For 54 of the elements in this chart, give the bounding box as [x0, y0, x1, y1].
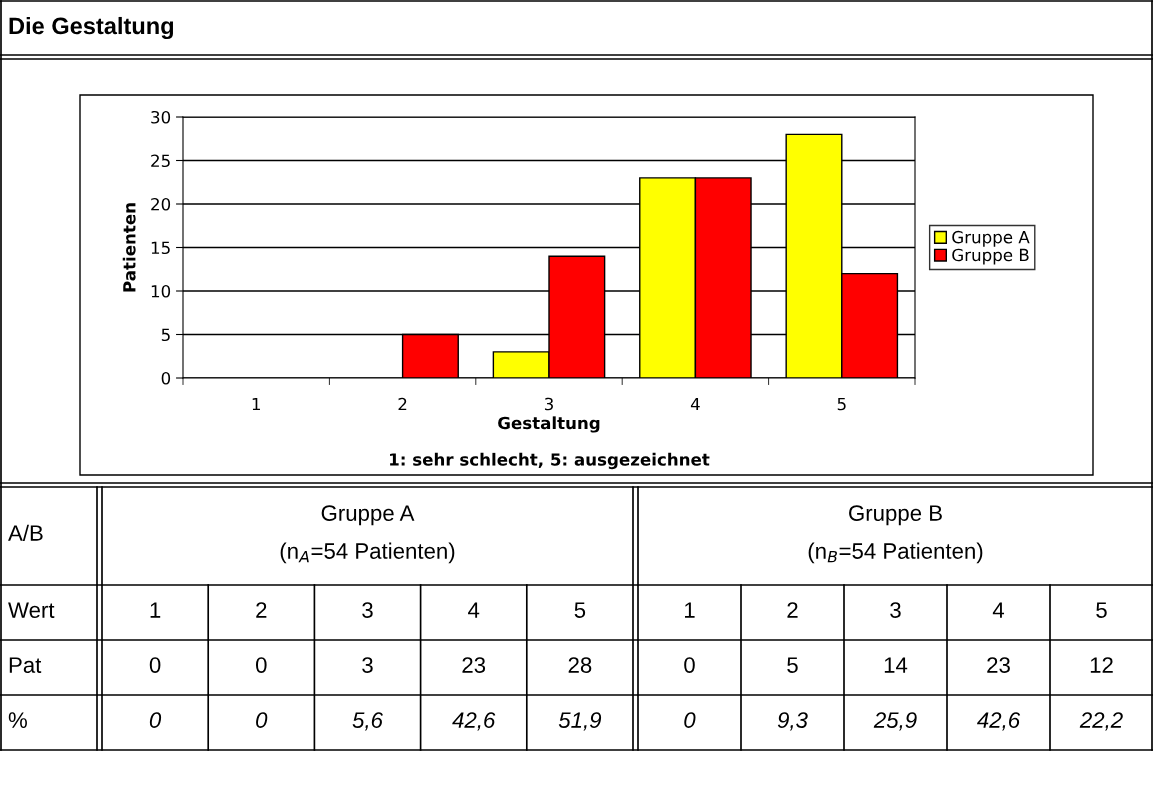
text: % [8, 712, 27, 728]
text: 51,9 [558, 712, 602, 731]
text: 12 [1090, 657, 1113, 673]
category-label: 5 [787, 657, 798, 673]
text: Gruppe A [321, 505, 415, 526]
y-tick-label: 30 [151, 110, 171, 124]
text: 28 [568, 657, 592, 673]
chart-title: Die Gestaltung [9, 16, 174, 40]
text: 42,6 [452, 712, 496, 731]
x-tick-label: 2 [398, 397, 407, 411]
text: Wert [8, 602, 55, 618]
text: 14 [884, 657, 908, 673]
text: 0 [684, 657, 695, 673]
text: 5,6 [352, 712, 383, 731]
category-label: 1 [150, 602, 161, 618]
text: 42,6 [977, 712, 1021, 731]
text: 0 [684, 712, 696, 728]
y-tick-label: 15 [151, 241, 170, 255]
text: A/B [8, 524, 43, 541]
text: 0 [256, 712, 268, 728]
category-label: 4 [468, 602, 480, 618]
category-label: 2 [256, 602, 267, 618]
text: 22,2 [1079, 712, 1123, 731]
text: 25,9 [873, 712, 917, 731]
x-tick-label: 5 [837, 397, 846, 411]
text: 9,3 [777, 712, 808, 731]
x-tick-label: 1 [252, 397, 260, 411]
text: (n$_{B}$=54 Patienten) [808, 542, 983, 564]
category-label: 2 [787, 602, 798, 618]
x-tick-label: 3 [544, 397, 553, 411]
text: 23 [987, 657, 1010, 673]
text: Pat [9, 657, 42, 673]
category-label: 3 [362, 657, 373, 673]
text: 3 [362, 602, 373, 618]
legend-label: Gruppe A [952, 230, 1030, 247]
category-label: 1 [685, 602, 695, 618]
x-axis-title: Gestaltung [498, 416, 600, 433]
category-label: 3 [890, 602, 901, 618]
y-tick-label: 0 [161, 371, 171, 385]
category-label: 5 [1096, 602, 1107, 618]
y-tick-label: 20 [151, 197, 171, 211]
x-tick-label: 4 [690, 397, 700, 411]
text: 23 [462, 657, 486, 673]
y-tick-label: 5 [161, 328, 170, 342]
y-axis-title: Patienten [122, 203, 136, 292]
y-tick-label: 25 [151, 154, 170, 168]
text: 5 [574, 602, 586, 618]
legend-label: Gruppe B [952, 248, 1029, 265]
y-tick-label: 10 [151, 284, 171, 298]
text: 1: sehr schlecht, 5: ausgezeichnet [390, 452, 710, 470]
category-label: 4 [992, 602, 1005, 618]
text: Gruppe B [849, 505, 942, 526]
text: 0 [255, 657, 267, 673]
text: (n$_{A}$=54 Patienten) [280, 542, 455, 564]
